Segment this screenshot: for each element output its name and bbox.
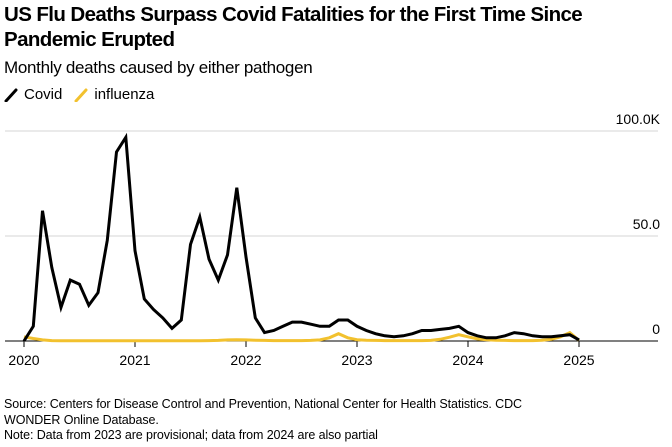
series-lines [22, 132, 580, 343]
x-tick-label: 2022 [230, 352, 261, 368]
chart-subtitle: Monthly deaths caused by either pathogen [4, 58, 313, 77]
legend-item-covid: Covid [4, 85, 62, 105]
y-axis-labels: 0 50.0 100.0K [616, 111, 661, 337]
legend-swatch-covid-icon [4, 88, 18, 102]
x-tick-label: 2024 [452, 352, 483, 368]
y-tick-label: 0 [652, 321, 660, 337]
chart-title: US Flu Deaths Surpass Covid Fatalities f… [4, 3, 583, 51]
x-tick-label: 2021 [119, 352, 150, 368]
legend-item-influenza: influenza [74, 85, 154, 105]
y-tick-label: 50.0 [633, 216, 660, 232]
y-tick-label: 100.0K [616, 111, 661, 127]
gridlines [5, 130, 658, 237]
x-tick-label: 2020 [8, 352, 39, 368]
source-note: Source: Centers for Disease Control and … [4, 397, 522, 427]
series-line-influenza [23, 330, 580, 343]
line-chart: 0 50.0 100.0K 2020 2021 2022 2023 2024 2025 [5, 111, 661, 368]
x-tick-label: 2025 [563, 352, 594, 368]
x-tick-label: 2023 [341, 352, 372, 368]
legend: Covid influenza [4, 85, 166, 105]
legend-swatch-influenza-icon [74, 88, 88, 102]
data-note: Note: Data from 2023 are provisional; da… [4, 428, 378, 442]
legend-label-influenza: influenza [94, 86, 155, 103]
legend-label-covid: Covid [24, 86, 63, 103]
x-axis: 2020 2021 2022 2023 2024 2025 [5, 340, 658, 368]
footer: Source: Centers for Disease Control and … [4, 397, 564, 444]
series-line-covid [22, 132, 580, 342]
